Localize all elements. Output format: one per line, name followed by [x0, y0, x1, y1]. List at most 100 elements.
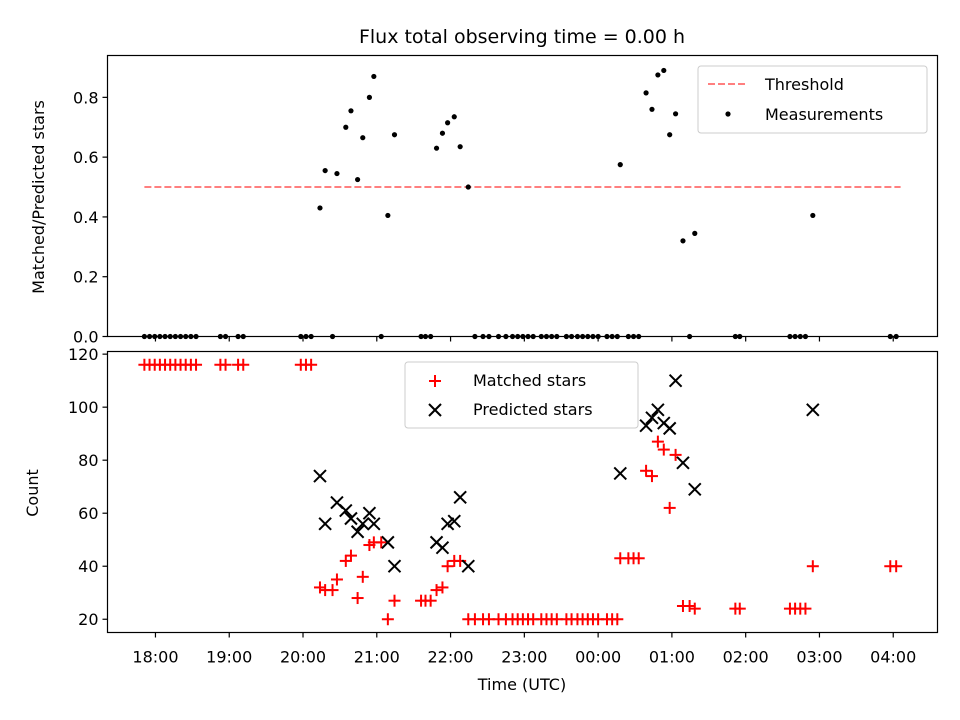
top-panel-y-axis-title: Matched/Predicted stars [29, 100, 48, 294]
x-tick-label: 23:00 [501, 648, 547, 667]
measurement-point [667, 132, 673, 138]
bottom-panel-y-tick-label: 120 [68, 345, 99, 364]
matched-star-point [375, 536, 388, 549]
bottom-panel-points [138, 358, 903, 626]
measurement-point [655, 72, 661, 78]
matched-star-point [657, 443, 670, 456]
measurement-point [371, 73, 377, 80]
matched-star-point [640, 464, 653, 477]
predicted-star-point [447, 514, 461, 528]
bottom-legend: Matched stars Predicted stars [404, 361, 639, 429]
matched-star-point [313, 581, 326, 594]
top-panel-y-tick-label: 0.2 [73, 268, 98, 287]
predicted-star-point [806, 403, 820, 417]
x-axis-title: Time (UTC) [477, 675, 566, 694]
x-tick-label: 01:00 [649, 648, 695, 667]
measurement-point [366, 94, 373, 100]
matched-star-point [441, 560, 454, 573]
top-legend: Threshold Measurements [697, 65, 928, 134]
measurement-point [649, 106, 655, 112]
top-panel-y-tick-label: 0.8 [73, 88, 98, 107]
bottom-legend-box [404, 361, 639, 429]
matched-legend-label: Matched stars [473, 371, 586, 390]
matched-star-point [890, 560, 903, 573]
x-tick-label: 20:00 [280, 648, 326, 667]
bottom-panel-y-tick-label: 40 [78, 557, 98, 576]
bottom-panel-y-tick-label: 60 [78, 504, 98, 523]
matched-star-point [344, 549, 357, 562]
bottom-panel-y-tick-label: 100 [68, 398, 99, 417]
measurement-point [451, 114, 457, 120]
measurement-point [348, 108, 354, 114]
measurement-point [445, 120, 451, 126]
matched-star-point [806, 560, 819, 573]
predicted-star-point [362, 506, 377, 520]
predicted-star-point [313, 469, 327, 483]
measurement-point [672, 111, 679, 117]
matched-star-point [688, 602, 701, 615]
matched-star-point [305, 358, 318, 371]
measurement-point [391, 132, 398, 138]
predicted-star-point [645, 411, 659, 425]
measurement-point [355, 176, 361, 183]
measurement-point [385, 212, 391, 219]
predicted-star-point [367, 517, 381, 531]
matched-star-point [669, 448, 682, 461]
predicted-legend-marker [428, 403, 442, 417]
measurement-point [643, 90, 649, 96]
matched-star-point [645, 470, 658, 483]
x-tick-label: 21:00 [354, 648, 400, 667]
matched-star-point [326, 584, 339, 597]
matched-star-point [219, 358, 232, 371]
matched-star-point [799, 602, 812, 615]
measurement-point [334, 170, 340, 177]
measurement-point [810, 212, 816, 219]
predicted-star-point [381, 535, 395, 550]
matched-star-point [430, 584, 443, 597]
matched-star-point [733, 602, 746, 615]
x-tick-label: 03:00 [796, 648, 842, 667]
measurement-point [661, 67, 667, 74]
measurement-point [433, 145, 440, 151]
matched-star-point [683, 599, 696, 612]
matched-star-point [651, 435, 664, 448]
top-panel-y-tick-label: 0.6 [73, 148, 98, 167]
predicted-star-point [453, 490, 467, 505]
matched-legend-marker [429, 375, 441, 387]
top-panel: 0.00.20.40.60.8 Matched/Predicted stars … [29, 54, 939, 347]
matched-star-point [381, 613, 394, 626]
predicted-star-point [435, 540, 450, 555]
matched-star-point [611, 613, 624, 626]
measurement-point [680, 238, 686, 244]
matched-star-point [339, 554, 352, 567]
bottom-panel: 18:00 19:00 20:00 21:00 22:00 23:00 00:00 01:00… [23, 345, 939, 694]
measurement-point [360, 135, 366, 141]
measurement-point [343, 124, 349, 130]
bottom-panel-y-axis-title: Count [23, 469, 42, 517]
matched-star-point [330, 573, 343, 586]
predicted-star-point [662, 421, 677, 436]
x-tick-label: 00:00 [575, 648, 621, 667]
x-tick-label: 18:00 [132, 648, 178, 667]
matched-star-point [663, 501, 676, 514]
chart-title: Flux total observing time = 0.00 h [359, 26, 685, 48]
predicted-star-point [688, 482, 702, 497]
predicted-star-point [356, 517, 370, 531]
predicted-star-point [387, 559, 402, 573]
measurements-legend-label: Measurements [765, 105, 883, 124]
x-tick-label: 04:00 [870, 648, 916, 667]
measurements-legend-marker [725, 111, 731, 117]
top-legend-box [697, 65, 928, 134]
x-tick-label: 22:00 [428, 648, 474, 667]
measurement-point [465, 184, 471, 190]
bottom-panel-y-ticks: 20 40 60 80 100 120 [68, 345, 108, 629]
bottom-panel-y-tick-label: 20 [78, 610, 98, 629]
bottom-panel-y-tick-label: 80 [78, 451, 98, 470]
predicted-star-point [339, 503, 353, 518]
matched-star-point [356, 570, 369, 583]
bottom-panel-x-ticks: 18:00 19:00 20:00 21:00 22:00 23:00 00:00 01:00… [132, 632, 916, 667]
measurement-point [457, 144, 463, 150]
matched-star-point [424, 594, 437, 607]
predicted-star-point [350, 525, 365, 539]
